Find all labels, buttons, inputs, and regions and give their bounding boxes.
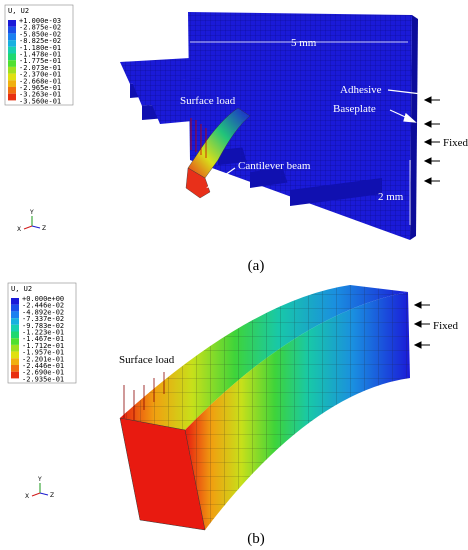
legend-value: -2.875e-02	[19, 24, 61, 32]
legend-value: -2.668e-01	[19, 77, 61, 85]
triad-axis	[23, 225, 33, 230]
legend-value: -2.073e-01	[19, 64, 61, 72]
legend-box	[4, 4, 74, 106]
triad-label: Y	[29, 209, 34, 216]
model-b	[119, 285, 430, 531]
legend-value: +0.000e+00	[22, 295, 64, 303]
legend-value: -2.370e-01	[19, 71, 61, 79]
width-label: 5 mm	[291, 37, 317, 49]
legend-swatch	[11, 318, 19, 325]
triad-axis	[31, 492, 41, 497]
legend-swatch	[8, 26, 16, 34]
legend-value: -1.478e-01	[19, 51, 61, 59]
triad-label: X	[17, 226, 21, 233]
height-label: 2 mm	[378, 191, 404, 203]
legend-value: -2.446e-01	[22, 362, 64, 370]
triad-label: Y	[37, 476, 42, 483]
triad-label: Z	[42, 225, 46, 232]
legend-value: -1.957e-01	[22, 349, 64, 357]
legend-swatch	[11, 331, 19, 339]
legend-swatch	[8, 87, 16, 94]
legend-value: -7.337e-02	[22, 315, 64, 323]
model-a	[120, 12, 440, 240]
legend-swatch	[8, 53, 16, 61]
cantilever-label: Cantilever beam	[238, 160, 311, 172]
legend-swatch	[11, 304, 19, 312]
legend-value: -1.223e-01	[22, 329, 64, 337]
legend-swatch	[11, 351, 19, 359]
triad-label: Z	[50, 492, 54, 499]
beam-end	[119, 417, 206, 531]
legend-value: -2.965e-01	[19, 84, 61, 92]
legend-title: U, U2	[11, 285, 32, 293]
legend-swatch	[8, 60, 16, 67]
legend-value: +1.000e-03	[19, 17, 61, 25]
legend-swatch	[11, 338, 19, 345]
legend-swatch	[8, 46, 16, 54]
legend-value: -1.775e-01	[19, 57, 61, 65]
legend-swatch	[8, 73, 16, 81]
legend-value: -5.850e-02	[19, 30, 61, 38]
surface-load-label: Surface load	[180, 95, 236, 107]
legend-value: -3.263e-01	[19, 91, 61, 99]
legend-swatch	[8, 33, 16, 41]
fixed-label: Fixed	[433, 320, 459, 332]
legend-value: -1.712e-01	[22, 342, 64, 350]
fixed-label: Fixed	[443, 137, 468, 149]
legend-swatch	[11, 344, 19, 352]
legend-value: -2.935e-01	[22, 375, 64, 383]
legend-title: U, U2	[8, 7, 29, 15]
triad-label: X	[25, 493, 29, 500]
legend-swatch	[8, 20, 16, 27]
legend-value: -9.783e-02	[22, 322, 64, 330]
legend-swatch	[11, 371, 19, 379]
legend-value: -4.892e-02	[22, 308, 64, 316]
legend-swatch	[8, 66, 16, 74]
legend-value: -3.560e-01	[19, 97, 61, 105]
legend-value: -2.201e-01	[22, 355, 64, 363]
caption-b: (b)	[247, 531, 265, 547]
triad-axis	[31, 225, 41, 229]
legend-swatch	[8, 93, 16, 101]
legend-box	[7, 282, 77, 384]
legend-value: -2.446e-02	[22, 302, 64, 310]
legend-value: -1.467e-01	[22, 335, 64, 343]
triad-axis	[39, 492, 49, 496]
legend-swatch	[11, 324, 19, 332]
legend-value: -1.180e-01	[19, 44, 61, 52]
baseplate-label: Baseplate	[333, 103, 376, 115]
legend-swatch	[11, 298, 19, 305]
legend-swatch	[11, 365, 19, 372]
legend-swatch	[11, 358, 19, 365]
legend-swatch	[8, 80, 16, 87]
caption-a: (a)	[248, 258, 265, 274]
legend-swatch	[11, 311, 19, 319]
legend-swatch	[8, 40, 16, 47]
surface-load-label: Surface load	[119, 354, 175, 366]
legend-value: -8.825e-02	[19, 37, 61, 45]
adhesive	[410, 15, 418, 240]
adhesive-label: Adhesive	[340, 84, 382, 96]
legend-value: -2.690e-01	[22, 369, 64, 377]
